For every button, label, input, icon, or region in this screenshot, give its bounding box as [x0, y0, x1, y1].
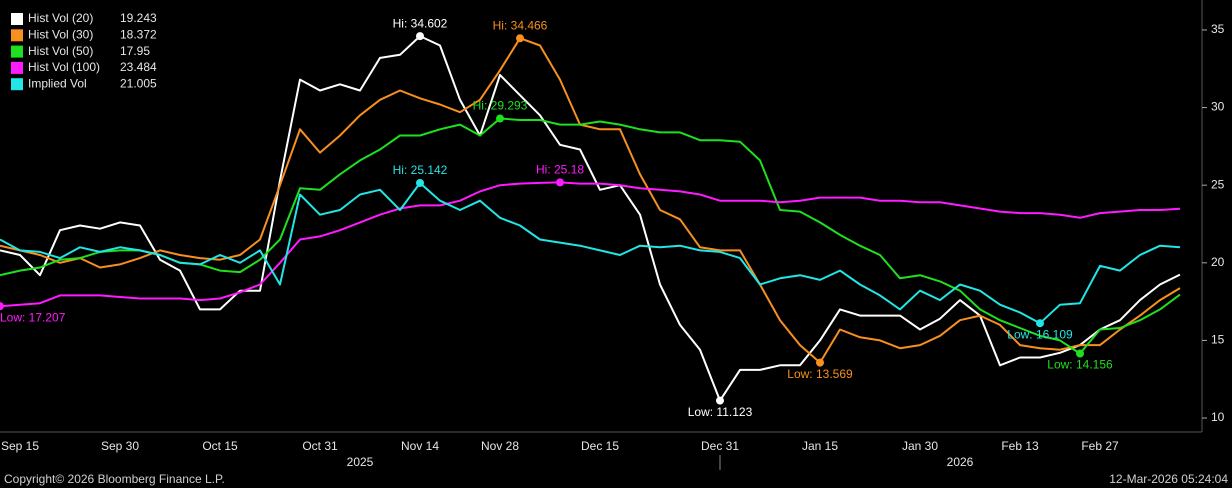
legend-value: 21.005 [120, 76, 157, 90]
series-line [0, 37, 1181, 364]
annotation-label: Hi: 25.142 [393, 163, 448, 177]
annotation-label: Low: 13.569 [787, 367, 853, 381]
annotation-marker [496, 114, 504, 123]
series-line [0, 117, 1181, 355]
y-tick-label: 20 [1211, 255, 1225, 269]
series-line [0, 181, 1181, 308]
x-group-label: 2025 [347, 455, 374, 469]
x-tick-label: Dec 15 [581, 439, 619, 453]
annotation-marker [416, 32, 424, 41]
y-tick-label: 35 [1211, 22, 1225, 36]
x-tick-label: Dec 31 [701, 439, 739, 453]
legend-swatch [11, 29, 23, 42]
legend-value: 18.372 [120, 27, 157, 41]
x-tick-label: Feb 13 [1001, 439, 1039, 453]
annotation-label: Low: 14.156 [1047, 358, 1113, 372]
x-tick-label: Feb 27 [1081, 439, 1119, 453]
y-tick-label: 10 [1211, 410, 1225, 424]
annotation-label: Low: 11.123 [688, 405, 753, 419]
annotation-label: Low: 17.207 [0, 310, 66, 324]
legend-name: Hist Vol (20) [28, 11, 93, 25]
legend-name: Hist Vol (50) [28, 44, 93, 58]
annotation-marker [516, 34, 524, 43]
annotation-label: Hi: 29.293 [473, 99, 528, 113]
x-tick-label: Jan 30 [902, 439, 938, 453]
annotation-label: Hi: 25.18 [536, 163, 584, 177]
legend-swatch [11, 61, 23, 74]
x-tick-label: Nov 28 [481, 439, 519, 453]
annotation-marker [716, 396, 724, 405]
legend-swatch [11, 78, 23, 91]
annotation-marker [416, 178, 424, 187]
x-tick-label: Sep 30 [101, 439, 139, 453]
annotation-marker [0, 302, 4, 311]
legend-swatch [11, 13, 23, 25]
annotation-marker [556, 178, 564, 187]
footer-right: 12-Mar-2026 05:24:04 [1109, 472, 1228, 486]
plot-area [0, 35, 1181, 402]
y-tick-label: 25 [1211, 177, 1225, 191]
annotation-marker [1076, 349, 1084, 358]
annotation-marker [1036, 319, 1044, 328]
series-line [0, 35, 1181, 402]
series-line [0, 182, 1181, 325]
legend-swatch [11, 45, 23, 58]
legend-value: 23.484 [120, 60, 157, 74]
y-tick-label: 15 [1211, 333, 1225, 347]
legend-name: Hist Vol (30) [28, 27, 93, 41]
y-tick-label: 30 [1211, 100, 1225, 114]
annotation-marker [816, 358, 824, 367]
annotation-label: Hi: 34.602 [393, 16, 448, 30]
annotation-label: Low: 16.109 [1007, 327, 1073, 341]
legend-box [0, 8, 166, 94]
annotation-label: Hi: 34.466 [493, 18, 548, 32]
x-tick-label: Oct 31 [302, 439, 338, 453]
legend-name: Hist Vol (100) [28, 60, 100, 74]
x-tick-label: Sep 15 [1, 439, 39, 453]
legend-name: Implied Vol [28, 76, 87, 90]
x-tick-label: Jan 15 [802, 439, 838, 453]
footer-left: Copyright© 2026 Bloomberg Finance L.P. [4, 472, 225, 486]
x-group-label: 2026 [947, 455, 974, 469]
x-tick-label: Nov 14 [401, 439, 439, 453]
legend-value: 17.95 [120, 44, 150, 58]
legend-value: 19.243 [120, 11, 157, 25]
x-tick-label: Oct 15 [202, 439, 238, 453]
